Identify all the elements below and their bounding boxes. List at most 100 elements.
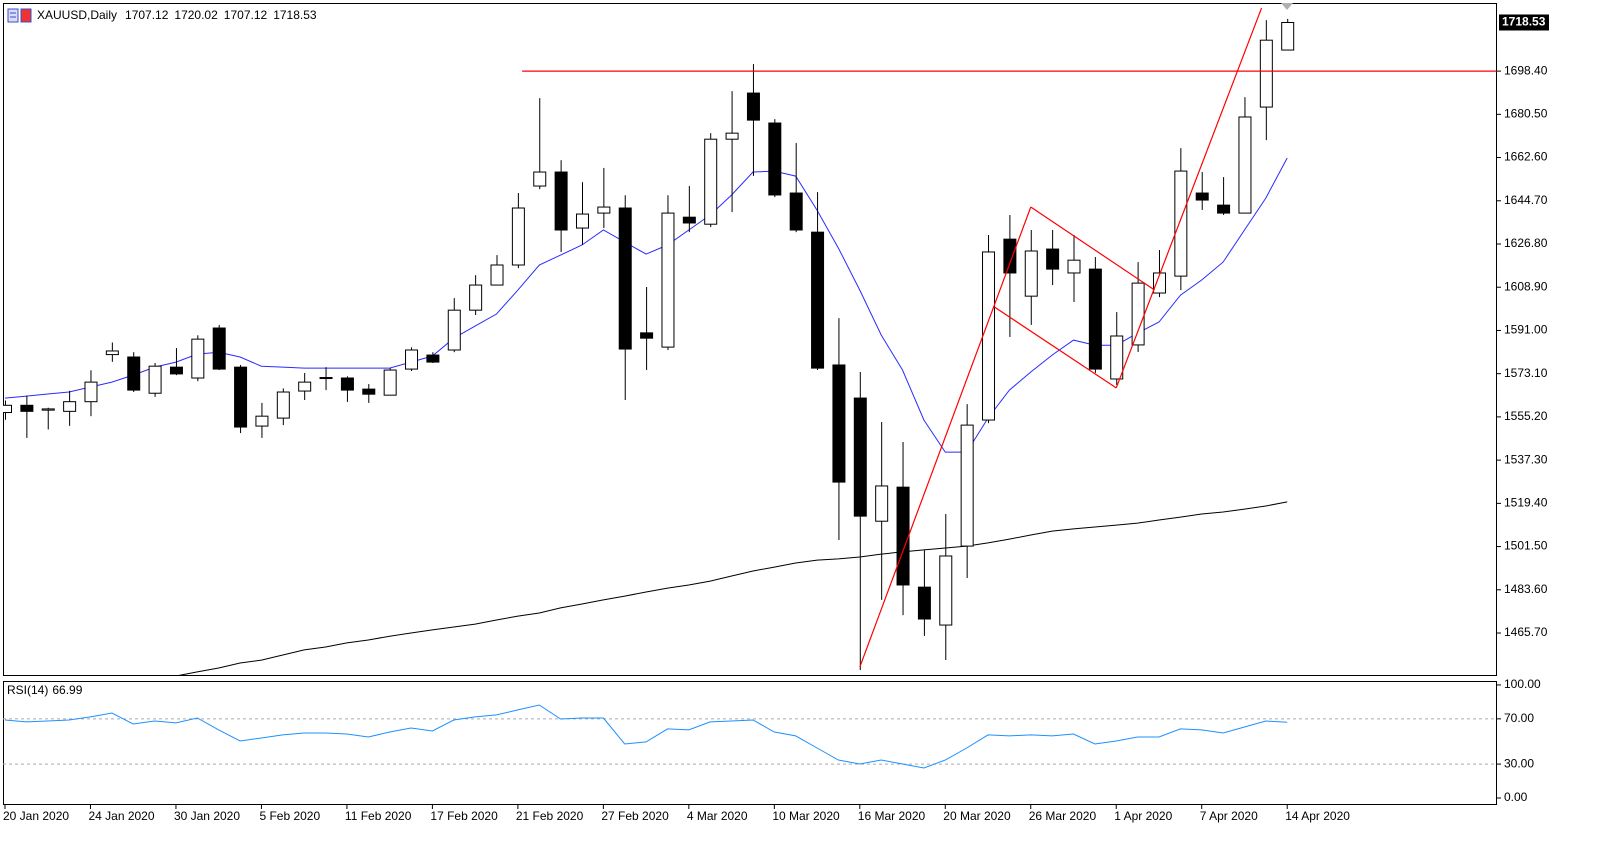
candle-body [191, 338, 205, 379]
chart-header: XAUUSD,Daily 1707.12 1720.02 1707.12 1718.53 [37, 8, 317, 22]
header-close: 1718.53 [273, 8, 317, 22]
candle-body [661, 212, 675, 348]
candle-body [533, 171, 547, 187]
y-tick-label: 1501.50 [1504, 539, 1548, 553]
x-tick-label: 30 Jan 2020 [174, 809, 240, 823]
y-tick-label: 1680.50 [1504, 106, 1548, 120]
symbol-icon [7, 8, 32, 23]
candle-body [896, 486, 910, 586]
y-tick-label: 1608.90 [1504, 279, 1548, 293]
y-tick-label: 1662.60 [1504, 150, 1548, 164]
x-tick-label: 10 Mar 2020 [772, 809, 840, 823]
candle-body [1259, 39, 1273, 108]
candle-body [1131, 282, 1145, 346]
candle-body [1067, 259, 1081, 274]
candle-body [982, 251, 996, 421]
header-low: 1707.12 [224, 8, 268, 22]
x-tick-label: 26 Mar 2020 [1029, 809, 1097, 823]
x-tick-label: 27 Feb 2020 [601, 809, 669, 823]
candle-body [618, 207, 632, 350]
price-box [1499, 14, 1549, 31]
candle-body [490, 264, 504, 286]
x-tick-label: 16 Mar 2020 [858, 809, 926, 823]
y-tick-label: 1519.40 [1504, 496, 1548, 510]
candle-body [1152, 272, 1166, 294]
candle-body [575, 213, 589, 229]
candle-body [960, 424, 974, 547]
candle-body [1281, 21, 1295, 51]
trend-line [1030, 206, 1156, 291]
candle-body [832, 364, 846, 483]
x-tick-label: 11 Feb 2020 [345, 809, 412, 823]
chart-title: XAUUSD,Daily [37, 8, 117, 22]
candle-body [1003, 238, 1017, 274]
candle-body [1174, 170, 1188, 277]
candle-body [1217, 204, 1231, 214]
candle-body [811, 231, 825, 369]
y-tick-label: 1644.70 [1504, 193, 1548, 207]
x-tick-label: 5 Feb 2020 [259, 809, 320, 823]
candle-body [148, 365, 162, 394]
candle-body [63, 401, 77, 412]
candle-body [1024, 250, 1038, 297]
x-tick-label: 20 Jan 2020 [3, 809, 69, 823]
rsi-header: RSI(14) 66.99 [7, 683, 83, 697]
x-tick-label: 7 Apr 2020 [1200, 809, 1258, 823]
rsi-line [4, 704, 1288, 769]
candle-body [3, 404, 12, 414]
rsi-tick-label: 30.00 [1504, 756, 1534, 770]
y-tick-label: 1626.80 [1504, 236, 1548, 250]
y-tick-label: 1573.10 [1504, 366, 1548, 380]
candle-body [1238, 116, 1252, 214]
candle-body [41, 408, 55, 411]
y-tick-label: 1555.20 [1504, 409, 1548, 423]
candle-body [105, 350, 119, 356]
x-tick-label: 24 Jan 2020 [88, 809, 154, 823]
candle-body [1195, 192, 1209, 201]
candle-body [362, 388, 376, 395]
main-plot [3, 7, 1497, 676]
candle-body [704, 138, 718, 225]
header-open: 1707.12 [125, 8, 169, 22]
candle-body [597, 206, 611, 214]
candle-body [746, 92, 760, 121]
candle-body [84, 381, 98, 403]
candle-body [169, 366, 183, 375]
rsi-tick-label: 100.00 [1504, 677, 1541, 691]
candle-body [469, 284, 483, 311]
candle-body [127, 356, 141, 391]
candle-body [234, 366, 248, 428]
x-tick-label: 17 Feb 2020 [430, 809, 498, 823]
candle-body [298, 381, 312, 392]
trend-line [859, 206, 1032, 668]
candle-body [875, 485, 889, 522]
moving-average [175, 501, 1288, 676]
y-tick-label: 1465.70 [1504, 625, 1548, 639]
candle-body [340, 377, 354, 391]
candle-body [383, 369, 397, 396]
candle-body [554, 171, 568, 231]
x-tick-label: 4 Mar 2020 [687, 809, 748, 823]
candle-body [255, 415, 269, 427]
candle-body [725, 132, 739, 140]
trend-line [1115, 7, 1263, 389]
candle-body [917, 586, 931, 620]
shift-marker [1281, 3, 1293, 10]
candle-body [682, 216, 696, 224]
trend-line [994, 306, 1117, 389]
y-tick-label: 1591.00 [1504, 323, 1548, 337]
candle-body [405, 349, 419, 370]
candle-body [20, 404, 34, 412]
rsi-label: RSI(14) [7, 683, 48, 697]
candle-body [212, 327, 226, 370]
y-tick-label: 1698.40 [1504, 63, 1548, 77]
candle-body [1088, 268, 1102, 370]
candle-body [640, 332, 654, 339]
candle-body [1110, 335, 1124, 380]
candle-body [939, 555, 953, 626]
candle-body [276, 391, 290, 419]
candle-body [853, 397, 867, 517]
rsi-plot [3, 704, 1497, 769]
x-tick-label: 14 Apr 2020 [1285, 809, 1350, 823]
